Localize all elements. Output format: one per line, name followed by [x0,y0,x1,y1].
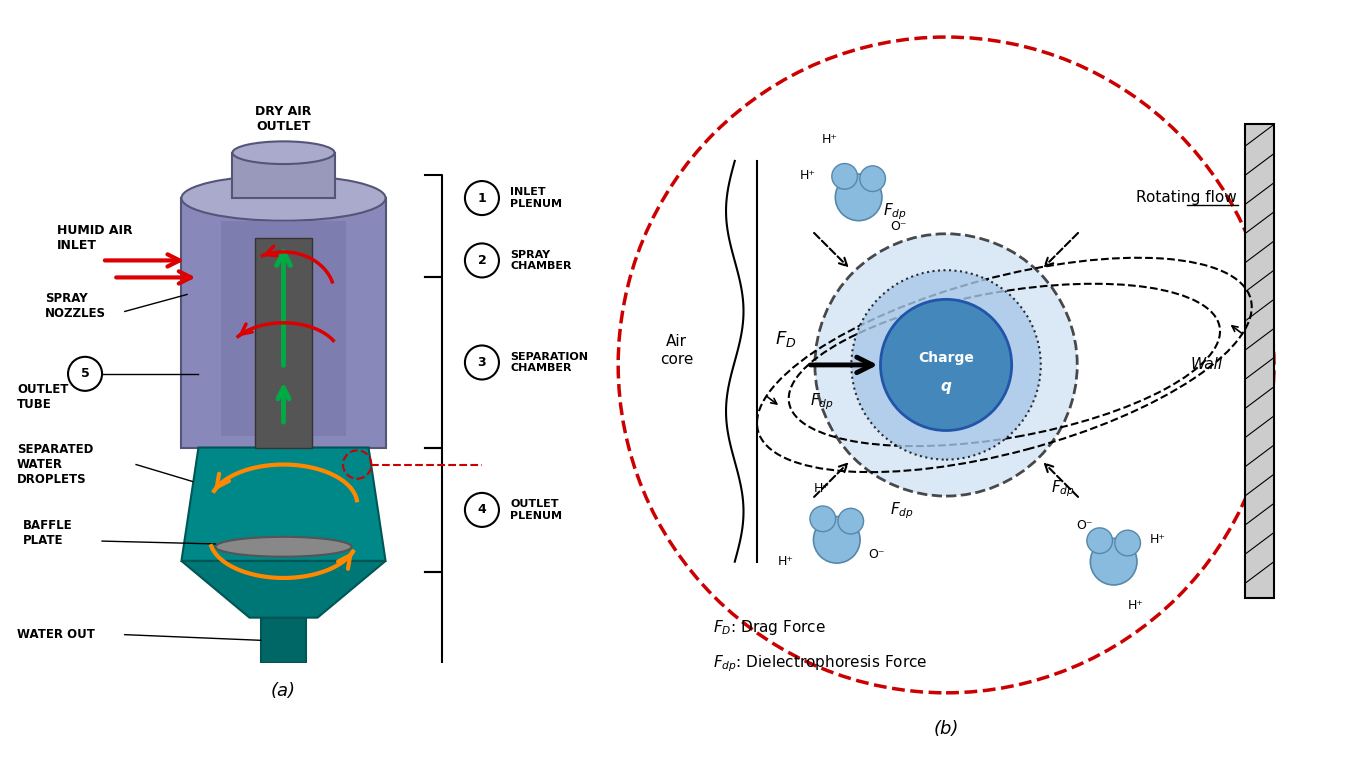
Text: SPRAY
NOZZLES: SPRAY NOZZLES [46,291,107,320]
Circle shape [1087,528,1112,553]
Text: HUMID AIR
INLET: HUMID AIR INLET [57,224,132,252]
Text: 2: 2 [478,254,486,267]
Polygon shape [181,448,386,561]
Text: 4: 4 [478,503,486,516]
Circle shape [838,509,864,534]
Text: 5: 5 [81,367,89,380]
Text: 1: 1 [478,191,486,205]
Text: WATER OUT: WATER OUT [18,628,95,641]
Circle shape [836,174,882,221]
Text: H⁺: H⁺ [1149,534,1165,546]
Text: SPRAY
CHAMBER: SPRAY CHAMBER [510,250,572,271]
Polygon shape [181,198,386,448]
Text: $F_D$: $F_D$ [775,329,796,349]
Text: Wall: Wall [1191,357,1223,373]
Text: SEPARATION
CHAMBER: SEPARATION CHAMBER [510,351,589,373]
Text: H⁺: H⁺ [1127,599,1143,612]
Text: BAFFLE
PLATE: BAFFLE PLATE [23,518,73,546]
Circle shape [852,270,1041,460]
Circle shape [810,506,836,531]
Text: SEPARATED
WATER
DROPLETS: SEPARATED WATER DROPLETS [18,443,93,486]
Text: (a): (a) [271,682,296,701]
Polygon shape [221,221,346,436]
Circle shape [880,299,1011,430]
Text: Air
core: Air core [660,334,693,367]
Ellipse shape [232,141,335,164]
Text: (b): (b) [933,720,958,739]
Text: $F_{dp}$: $F_{dp}$ [1050,478,1075,499]
Ellipse shape [216,537,351,556]
Text: H⁺: H⁺ [814,482,830,496]
Circle shape [1091,538,1137,585]
Text: INLET
PLENUM: INLET PLENUM [510,187,563,209]
Circle shape [860,166,886,191]
Text: OUTLET
PLENUM: OUTLET PLENUM [510,499,563,521]
Text: $F_{dp}$: $F_{dp}$ [810,391,834,411]
Polygon shape [1245,124,1274,598]
Text: DRY AIR
OUTLET: DRY AIR OUTLET [255,105,312,133]
Text: Rotating flow: Rotating flow [1135,190,1237,205]
Text: Charge: Charge [918,351,973,364]
Text: $F_{dp}$: $F_{dp}$ [891,500,914,521]
Polygon shape [232,153,335,198]
Text: q: q [941,380,952,394]
Text: O⁻: O⁻ [891,220,907,233]
Text: H⁺: H⁺ [799,169,815,182]
Text: $F_{dp}$: Dielectrophoresis Force: $F_{dp}$: Dielectrophoresis Force [713,653,927,674]
Text: H⁺: H⁺ [778,555,794,568]
Text: OUTLET
TUBE: OUTLET TUBE [18,383,69,411]
Circle shape [832,163,857,189]
Circle shape [815,234,1077,496]
Circle shape [814,516,860,563]
Text: $F_{dp}$: $F_{dp}$ [883,202,907,222]
Polygon shape [255,238,312,448]
Text: O⁻: O⁻ [1076,518,1092,532]
Polygon shape [181,561,386,618]
Text: $F_D$: Drag Force: $F_D$: Drag Force [713,618,826,637]
Polygon shape [261,618,306,663]
Text: O⁻: O⁻ [868,548,886,561]
Circle shape [1115,531,1141,556]
Text: 3: 3 [478,356,486,369]
Text: H⁺: H⁺ [822,133,837,146]
Ellipse shape [181,175,386,221]
